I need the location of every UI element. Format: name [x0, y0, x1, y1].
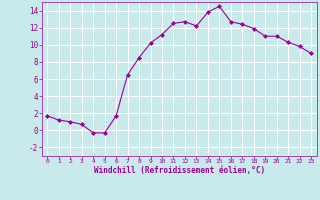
X-axis label: Windchill (Refroidissement éolien,°C): Windchill (Refroidissement éolien,°C) — [94, 166, 265, 175]
